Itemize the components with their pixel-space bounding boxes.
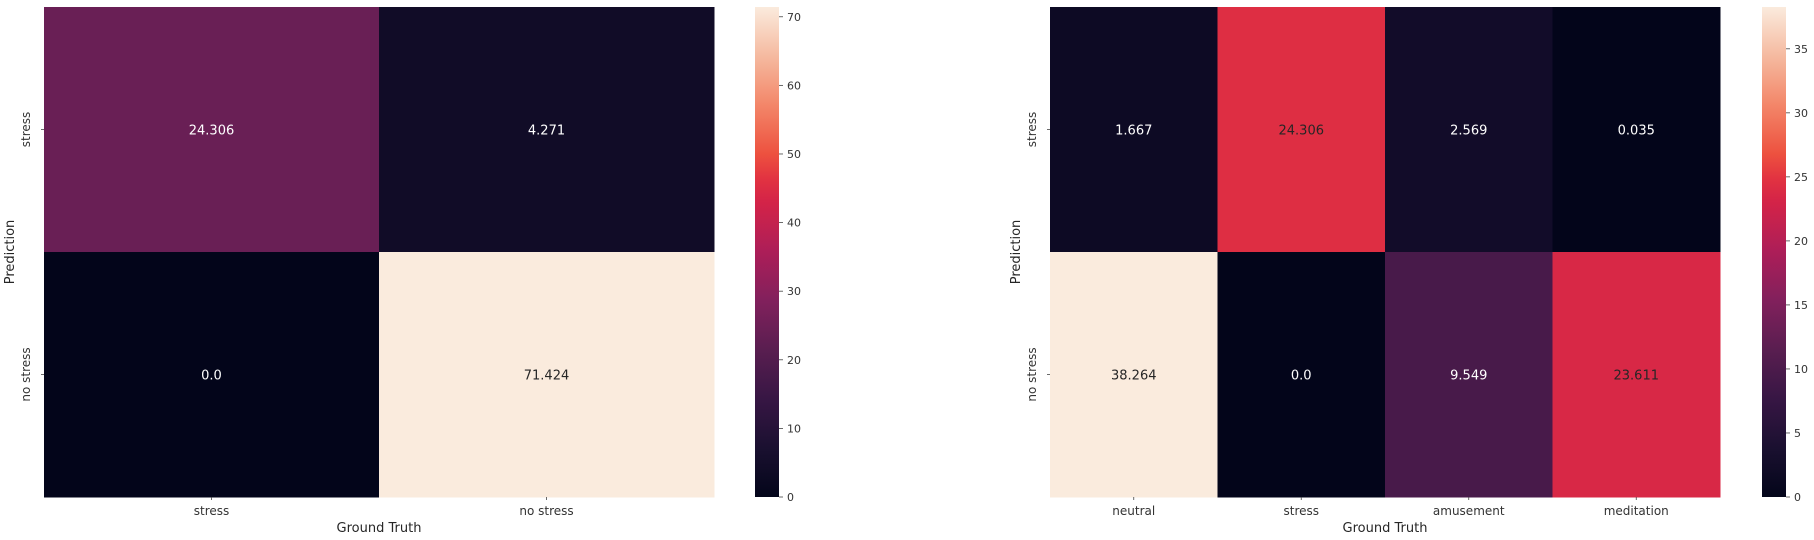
cell-value-label: 0.0 [1291, 369, 1312, 384]
cell-value-label: 24.306 [1279, 124, 1325, 139]
colorbar-tick-label: 25 [1794, 171, 1808, 184]
x-tick-label: neutral [1112, 504, 1155, 518]
colorbar-tick-label: 5 [1794, 427, 1801, 440]
y-axis-label: Prediction [1009, 220, 1024, 285]
cell-value-label: 1.667 [1115, 124, 1152, 139]
colorbar [1762, 7, 1786, 497]
heatmap-cell [379, 252, 715, 498]
colorbar-tick-label: 15 [1794, 299, 1808, 312]
y-tick-label: stress [19, 112, 33, 148]
heatmap-cell [1552, 252, 1721, 498]
y-tick-label: no stress [1025, 347, 1039, 401]
cell-value-label: 38.264 [1111, 369, 1157, 384]
colorbar-tick-label: 0 [787, 491, 794, 504]
x-axis-label: Ground Truth [1343, 521, 1428, 536]
heatmap-cell [44, 7, 380, 253]
y-axis-label: Prediction [3, 220, 18, 285]
colorbar-tick-label: 10 [787, 422, 801, 435]
colorbar-tick-label: 20 [787, 354, 801, 367]
heatmap-cell [1217, 252, 1386, 498]
x-axis-label: Ground Truth [337, 521, 422, 536]
colorbar-tick-label: 10 [1794, 363, 1808, 376]
colorbar-tick-label: 30 [787, 285, 801, 298]
x-tick-label: stress [1283, 504, 1319, 518]
colorbar-tick-label: 35 [1794, 43, 1808, 56]
colorbar-tick-label: 60 [787, 79, 801, 92]
heatmap-cell [44, 252, 380, 498]
heatmap-cell [1217, 7, 1386, 253]
colorbar-tick-label: 0 [1794, 491, 1801, 504]
x-tick-label: stress [194, 504, 230, 518]
cell-value-label: 9.549 [1450, 369, 1487, 384]
heatmap-cell [1050, 252, 1218, 498]
cell-value-label: 24.306 [189, 124, 235, 139]
colorbar-tick-label: 70 [787, 11, 801, 24]
cell-value-label: 0.0 [201, 369, 222, 384]
cell-value-label: 0.035 [1618, 124, 1655, 139]
heatmap-cell [379, 7, 715, 253]
colorbar-tick-label: 40 [787, 217, 801, 230]
x-tick-label: meditation [1604, 504, 1669, 518]
heatmap-cell [1050, 7, 1218, 253]
heatmap-cell [1385, 7, 1553, 253]
cell-value-label: 4.271 [528, 124, 565, 139]
heatmap-cell [1552, 7, 1721, 253]
colorbar-tick-label: 30 [1794, 107, 1808, 120]
heatmap-panel-2: 1.667 24.306 2.569 0.035 38.264 0.0 9.549 23.61… [1009, 7, 1808, 536]
cell-value-label: 23.611 [1614, 369, 1660, 384]
heatmap-panel-1: 24.306 4.271 0.0 71.424 stress no stress stres… [3, 7, 801, 536]
colorbar-tick-label: 50 [787, 148, 801, 161]
colorbar-tick-label: 20 [1794, 235, 1808, 248]
cell-value-label: 2.569 [1450, 124, 1487, 139]
y-tick-label: no stress [19, 347, 33, 401]
x-tick-label: amusement [1433, 504, 1505, 518]
y-tick-label: stress [1025, 112, 1039, 148]
heatmap-cell [1385, 252, 1553, 498]
colorbar [755, 7, 779, 497]
cell-value-label: 71.424 [524, 369, 570, 384]
x-tick-label: no stress [519, 504, 573, 518]
